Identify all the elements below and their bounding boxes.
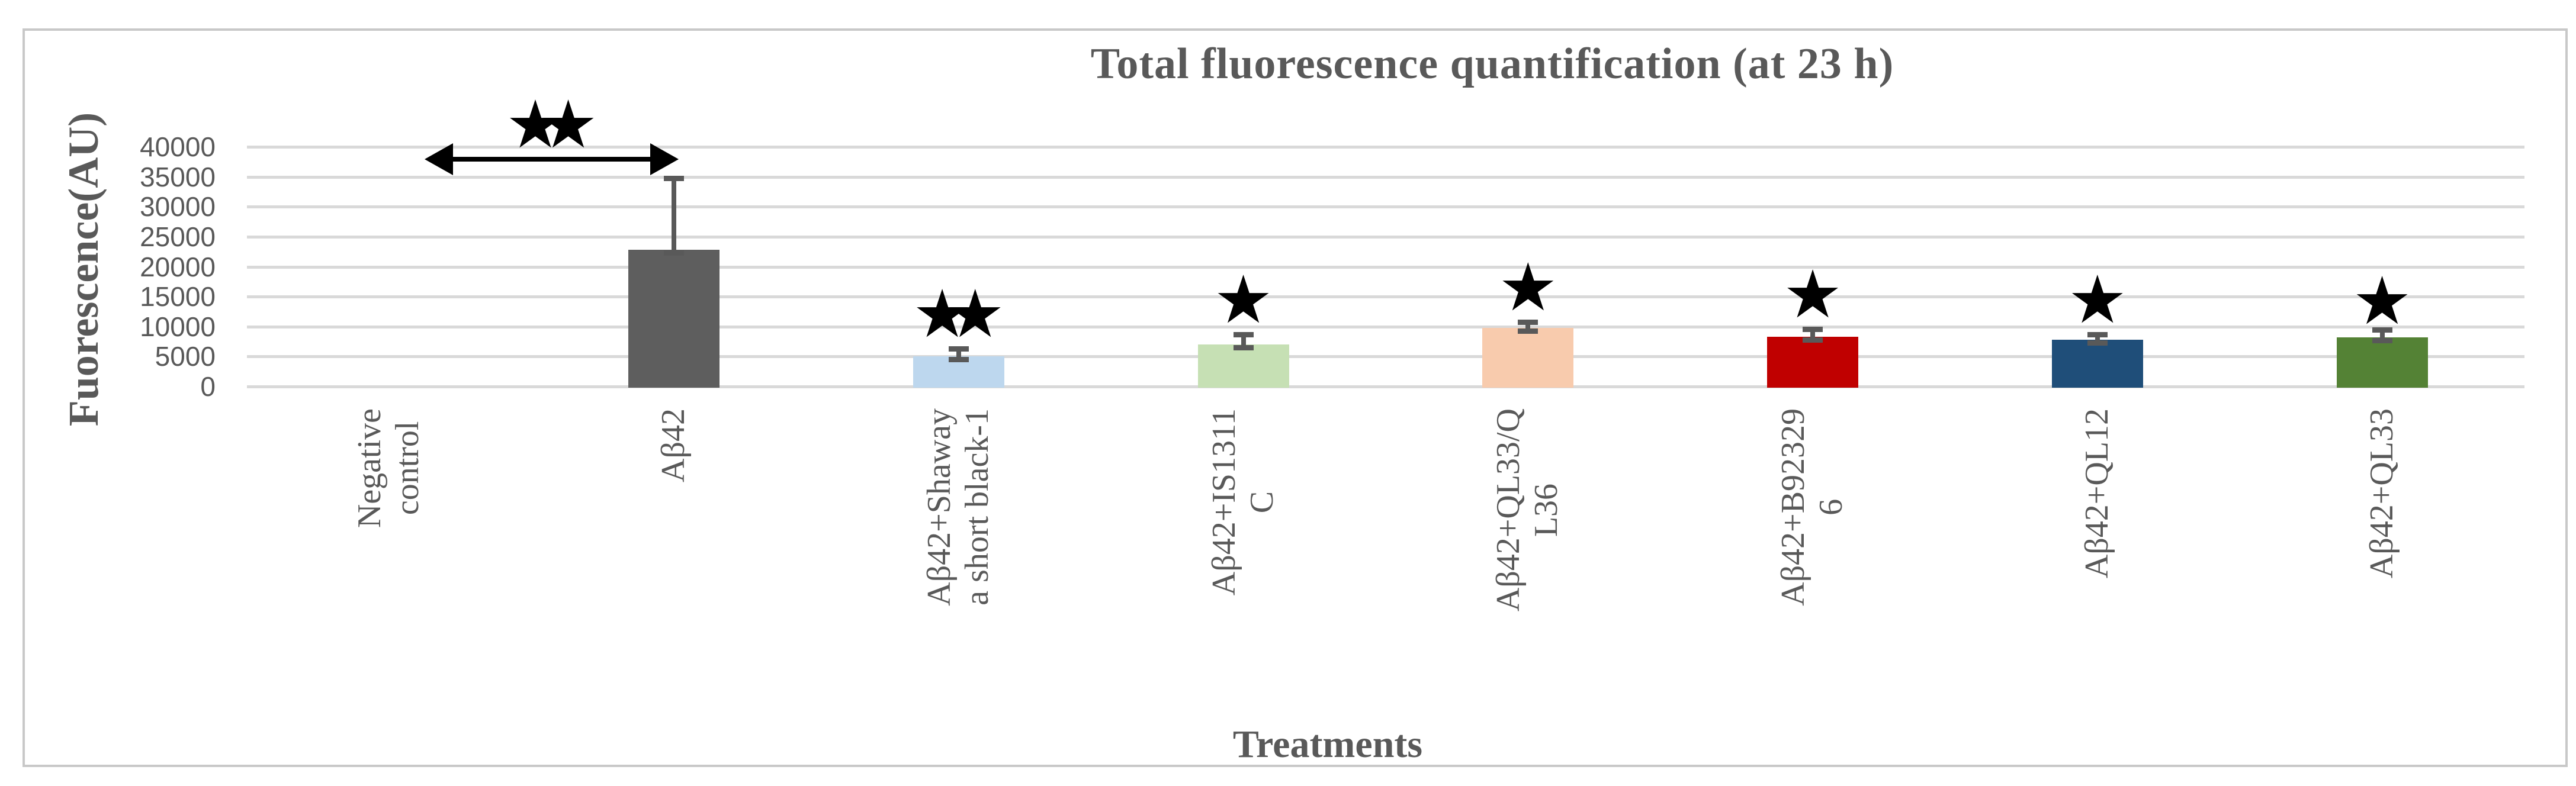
- bar: [1767, 336, 1859, 388]
- gridline: [247, 235, 2524, 239]
- error-bar-bottom-cap: [1518, 328, 1538, 334]
- y-tick-label: 25000: [140, 221, 216, 252]
- significance-star-annotation: ★★: [505, 86, 598, 163]
- gridline: [247, 205, 2524, 209]
- significance-star-annotation: ★★: [912, 276, 1005, 353]
- y-tick-label: 20000: [140, 251, 216, 282]
- significance-star-annotation: ★: [1782, 256, 1843, 333]
- y-tick-label: 30000: [140, 191, 216, 223]
- category-label: Aβ42+B92329 6: [1775, 408, 1850, 606]
- comparison-arrow-shaft: [448, 157, 656, 162]
- error-bar-shaft: [1525, 320, 1531, 331]
- category-label: Aβ42+QL33: [2363, 408, 2400, 579]
- significance-star-annotation: ★: [1213, 261, 1273, 339]
- error-bar-shaft: [2095, 333, 2100, 344]
- bar: [1197, 344, 1289, 388]
- error-bar-bottom-cap: [2372, 337, 2392, 343]
- error-bar-bottom-cap: [948, 357, 969, 363]
- significance-star-annotation: ★: [2352, 262, 2412, 340]
- gridline: [247, 175, 2524, 179]
- gridline: [247, 295, 2524, 299]
- x-axis-title: Treatments: [1232, 723, 1423, 766]
- y-tick-label: 0: [200, 371, 216, 402]
- error-bar-shaft: [1810, 327, 1816, 340]
- comparison-arrow-right-head: [650, 143, 679, 175]
- gridline: [247, 146, 2524, 149]
- category-label: Aβ42+Shaway a short black-1: [921, 408, 995, 606]
- bar: [1482, 327, 1574, 388]
- comparison-arrow-left-head: [425, 143, 454, 175]
- error-bar-bottom-cap: [1803, 337, 1823, 343]
- gridline: [247, 385, 2524, 388]
- chart-frame: [23, 28, 2568, 767]
- category-label: Aβ42: [655, 408, 692, 482]
- error-bar-shaft: [956, 347, 961, 360]
- bar: [2051, 340, 2143, 388]
- category-label: Negative control: [351, 408, 426, 529]
- bar: [628, 250, 720, 388]
- error-bar-shaft: [672, 176, 677, 254]
- error-bar-shaft: [1241, 333, 1246, 349]
- significance-star-annotation: ★: [1498, 249, 1558, 326]
- chart-title: Total fluorescence quantification (at 23…: [1090, 40, 1894, 88]
- y-tick-label: 40000: [140, 131, 216, 162]
- y-tick-label: 35000: [140, 161, 216, 192]
- y-tick-label: 5000: [155, 341, 216, 372]
- category-label: Aβ42+IS1311 C: [1205, 408, 1280, 596]
- y-tick-label: 15000: [140, 281, 216, 313]
- error-bar-bottom-cap: [1233, 345, 1254, 351]
- error-bar-shaft: [2379, 328, 2385, 341]
- category-label: Aβ42+QL12: [2078, 408, 2115, 579]
- gridline: [247, 355, 2524, 359]
- significance-star-annotation: ★: [2067, 261, 2128, 339]
- gridline: [247, 265, 2524, 269]
- category-label: Aβ42+QL33/Q L36: [1490, 408, 1565, 612]
- error-bar-bottom-cap: [664, 250, 685, 256]
- y-tick-label: 10000: [140, 311, 216, 342]
- error-bar-bottom-cap: [2087, 340, 2108, 346]
- gridline: [247, 325, 2524, 328]
- bar: [2336, 337, 2428, 388]
